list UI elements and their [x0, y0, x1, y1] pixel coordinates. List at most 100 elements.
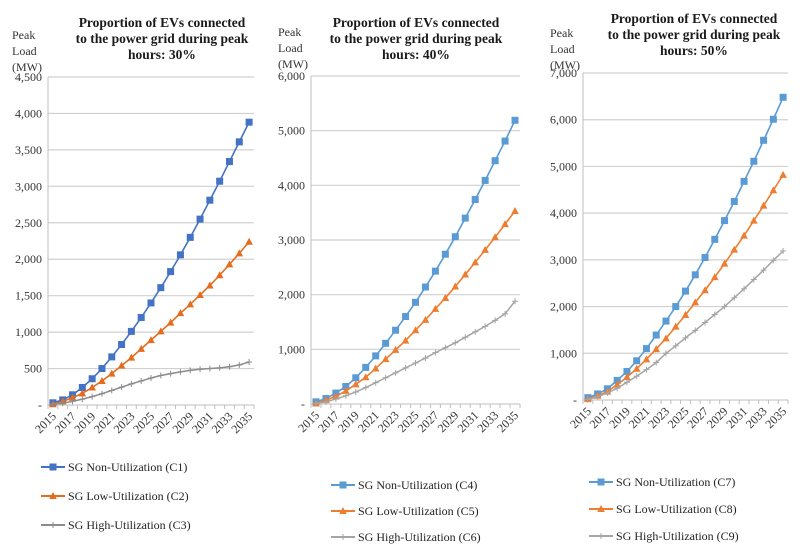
legend-item: SG High-Utilization (C3)	[40, 517, 191, 533]
data-point	[491, 233, 499, 241]
y-tick-label: 3,500	[15, 143, 42, 157]
chart-title: Proportion of EVs connected to the power…	[62, 15, 262, 63]
series-line	[52, 121, 250, 404]
ylabel-line: Peak	[12, 28, 36, 42]
data-point	[392, 326, 400, 334]
y-tick-label: 3,000	[550, 253, 577, 267]
line-chart-30: - 500 1,000 1,500 2,000 2,500 3,000 3,500 4,000 4…	[15, 70, 255, 436]
data-point	[138, 377, 145, 384]
data-point	[312, 400, 319, 407]
data-point	[361, 373, 370, 381]
data-point	[167, 268, 175, 276]
data-point	[362, 384, 369, 391]
series-plus	[312, 298, 519, 407]
legend-marker-plus-icon	[41, 522, 65, 528]
series-plus	[584, 247, 787, 403]
data-point	[69, 398, 76, 405]
data-point	[642, 355, 651, 363]
data-point	[740, 231, 748, 239]
data-point	[632, 364, 641, 372]
line-chart-40: -1,0002,0003,0004,0005,0006,000201520172…	[278, 69, 521, 435]
data-point	[186, 233, 194, 241]
data-point	[431, 304, 440, 312]
y-tick-label: 4,500	[15, 70, 42, 84]
data-point	[760, 136, 768, 144]
data-point	[372, 379, 379, 386]
data-point	[235, 249, 244, 257]
legend-label: SG Non-Utilization (C7)	[616, 474, 736, 489]
line-chart-50: -1,0002,0003,0004,0005,0006,0007,0002015…	[550, 66, 789, 431]
data-point	[422, 355, 429, 362]
data-point	[89, 393, 96, 400]
data-point	[584, 396, 591, 403]
series-square	[49, 118, 253, 407]
data-point	[442, 344, 449, 351]
y-tick-label: 4,000	[550, 206, 577, 220]
y-tick-label: 2,000	[550, 300, 577, 314]
legend-item: SG Low-Utilization (C8)	[588, 501, 739, 517]
title-line: Proportion of EVs connected	[332, 15, 500, 30]
data-point	[78, 389, 87, 397]
data-point	[750, 157, 758, 165]
y-tick-label: 500	[24, 362, 42, 376]
title-line: to the power grid during peak	[607, 27, 781, 42]
series-line	[587, 174, 784, 400]
data-point	[740, 177, 748, 185]
data-point	[623, 368, 631, 376]
data-point	[721, 217, 729, 225]
data-point	[402, 364, 409, 371]
legend-label: SG Low-Utilization (C5)	[358, 503, 479, 518]
data-point	[681, 310, 690, 318]
data-point	[770, 257, 777, 264]
data-point	[512, 298, 519, 305]
ylabel-line: (MW)	[12, 60, 42, 74]
data-point	[382, 339, 390, 347]
data-point	[392, 369, 399, 376]
data-point	[332, 396, 339, 403]
data-point	[98, 376, 106, 384]
chart-panel-30: Proportion of EVs connected to the power…	[0, 0, 270, 552]
data-point	[431, 267, 439, 275]
data-point	[391, 345, 400, 353]
data-point	[215, 271, 224, 279]
data-point	[594, 393, 601, 400]
data-point	[206, 365, 213, 372]
legend-label: SG High-Utilization (C6)	[358, 529, 481, 544]
data-point	[88, 375, 96, 383]
legend: SG Non-Utilization (C4) SG Low-Utilizatio…	[330, 477, 481, 545]
y-tick-label: 4,000	[15, 106, 42, 120]
y-tick-label: 2,000	[278, 288, 305, 302]
y-tick-label: 2,000	[15, 252, 42, 266]
title-line: to the power grid during peak	[329, 31, 503, 46]
data-point	[779, 170, 787, 178]
data-point	[176, 251, 184, 259]
data-point	[342, 392, 349, 399]
data-point	[225, 158, 233, 166]
data-point	[107, 369, 116, 377]
series-square	[584, 93, 787, 402]
data-point	[49, 401, 56, 408]
data-point	[196, 215, 204, 223]
legend-marker-square-icon	[589, 478, 613, 486]
legend-item: SG High-Utilization (C9)	[588, 528, 739, 544]
data-point	[342, 386, 350, 394]
data-point	[750, 216, 758, 224]
data-point	[108, 353, 116, 361]
data-point	[78, 384, 86, 392]
ylabel-line: Load	[12, 44, 37, 58]
data-point	[481, 245, 489, 253]
data-point	[147, 336, 155, 344]
data-point	[779, 93, 787, 101]
y-tick-label: 7,000	[550, 66, 577, 80]
data-point	[451, 233, 459, 241]
x-tick-label: 2035	[494, 408, 521, 435]
data-point	[633, 373, 640, 380]
data-point	[441, 293, 450, 301]
data-point	[421, 283, 429, 291]
data-point	[157, 372, 164, 379]
data-point	[613, 380, 621, 388]
legend-label: SG High-Utilization (C9)	[616, 528, 739, 543]
data-point	[501, 220, 509, 228]
data-point	[187, 367, 194, 374]
chart-title: Proportion of EVs connected to the power…	[594, 11, 794, 59]
